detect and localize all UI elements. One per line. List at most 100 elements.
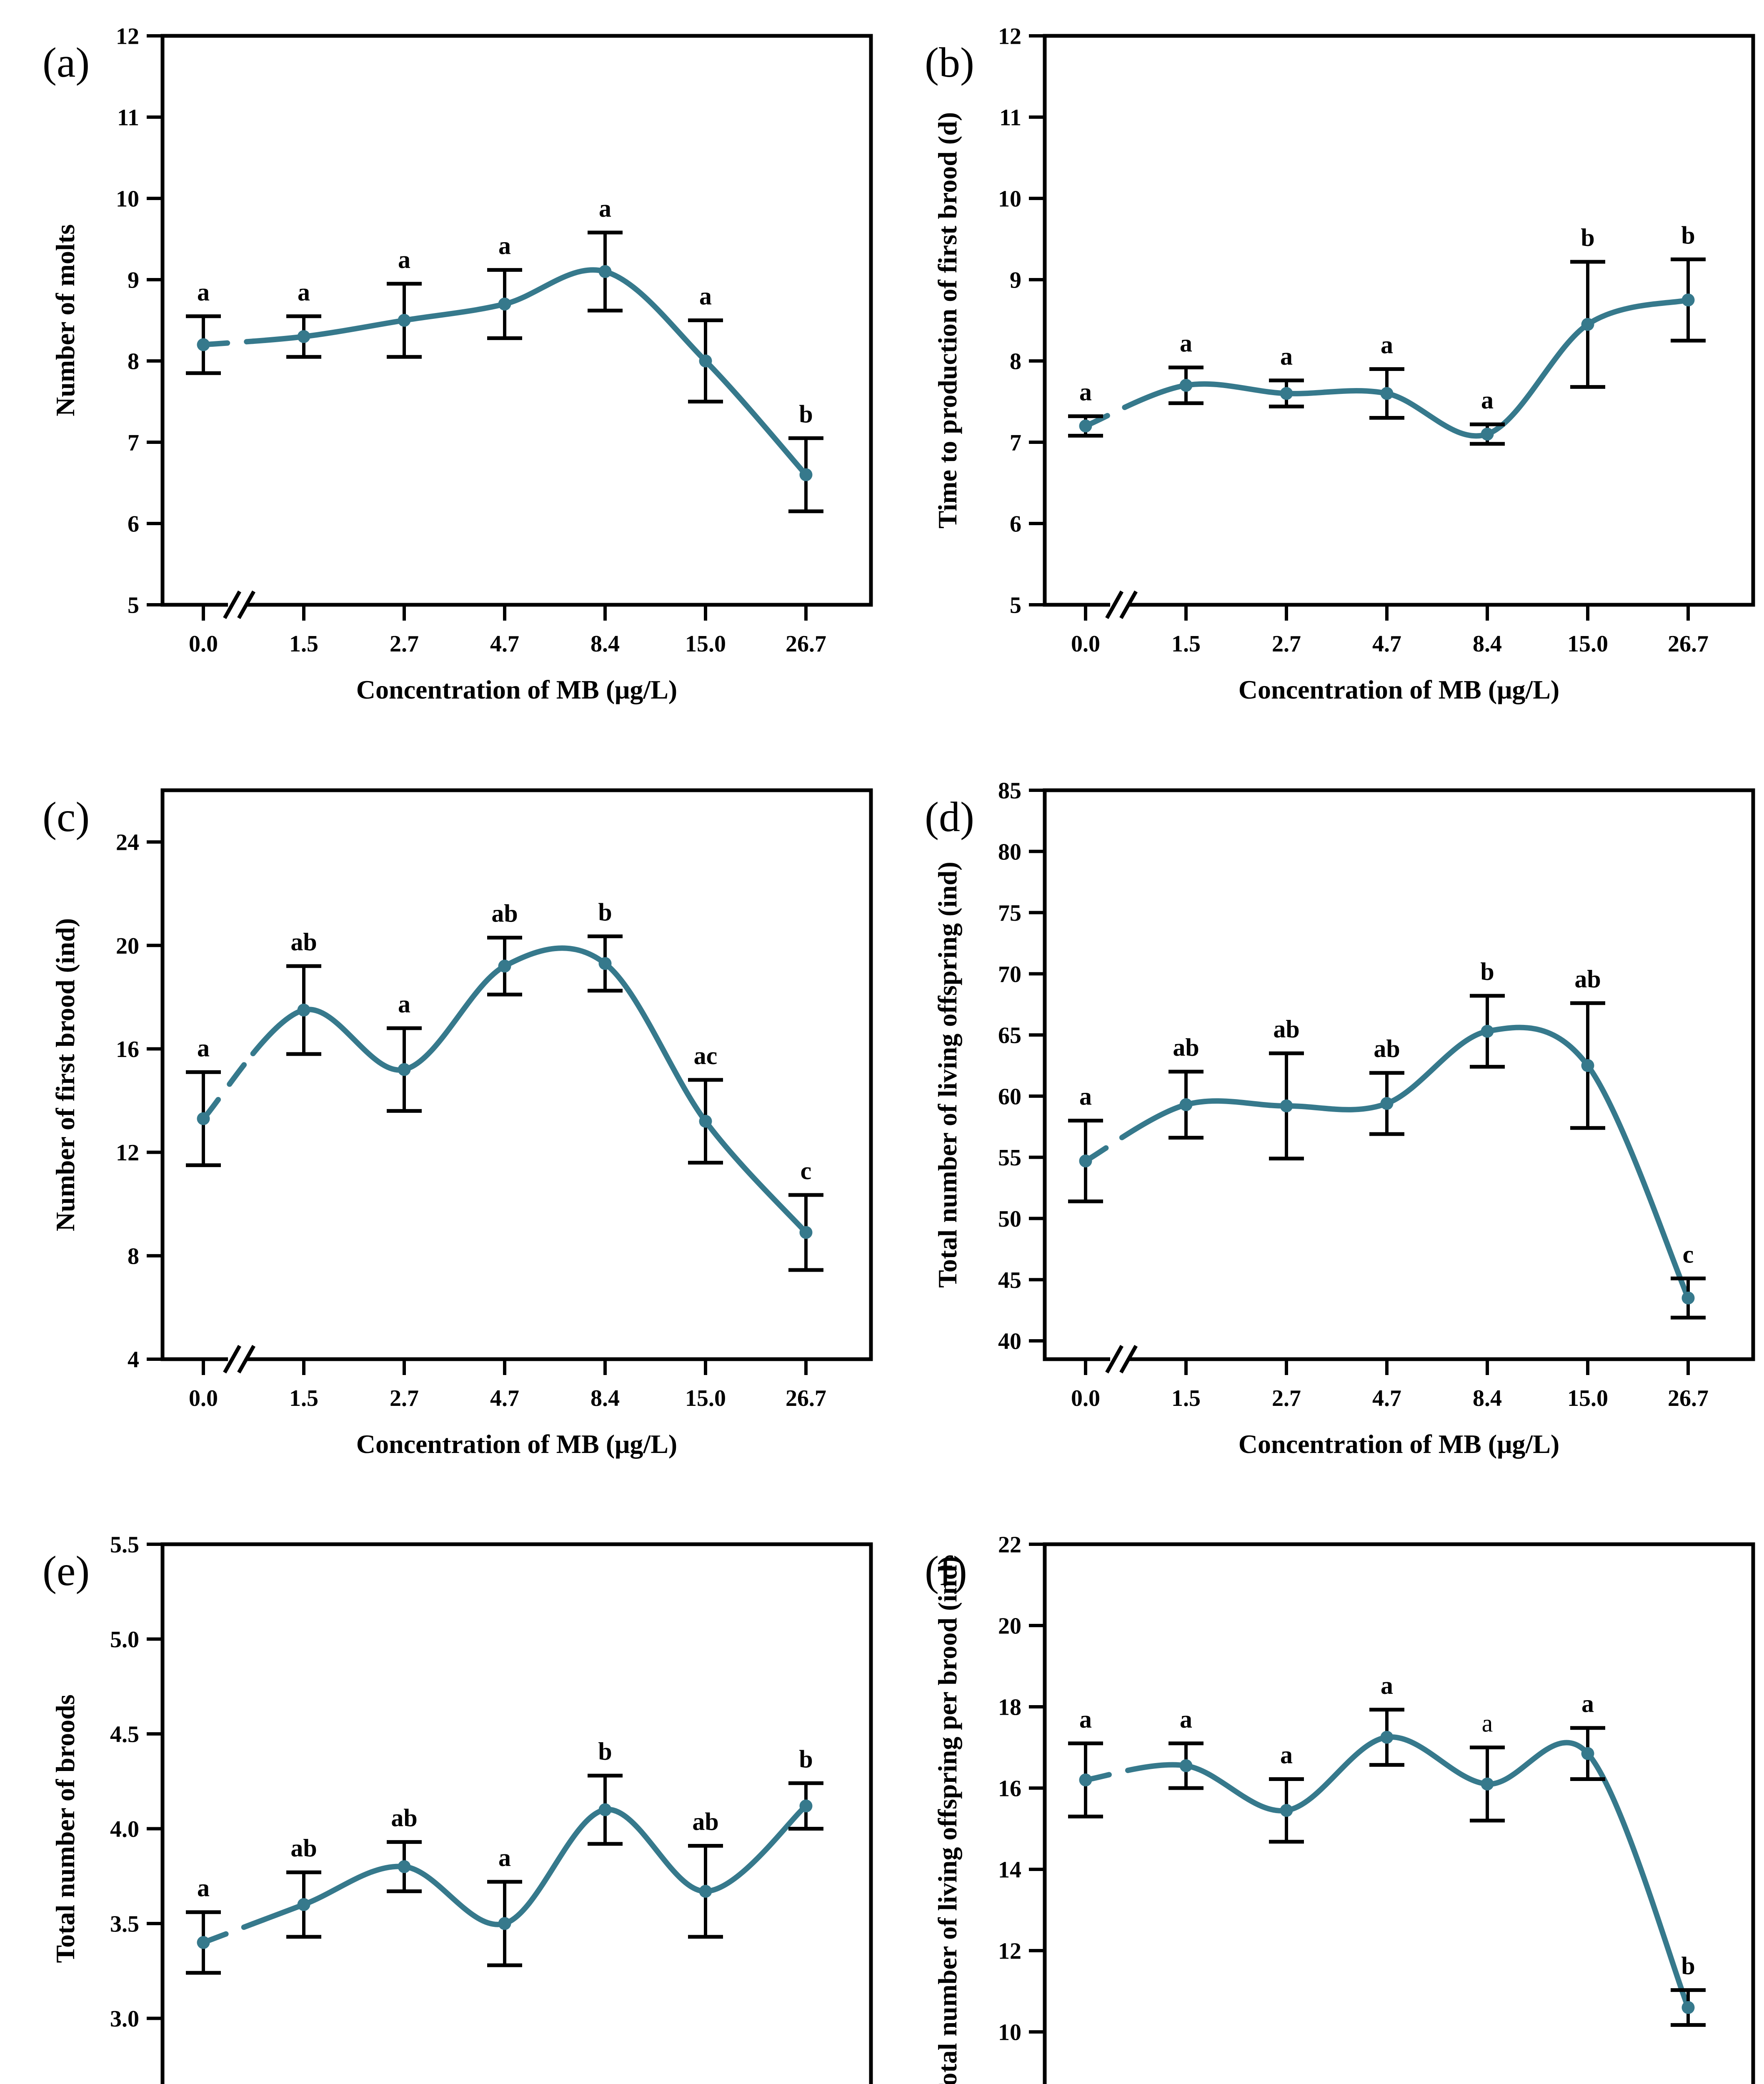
sig-letter: a (1180, 330, 1192, 357)
axis-break-icon (223, 590, 241, 619)
x-tick-label: 26.7 (1668, 631, 1709, 657)
panel-a-chart: (a) 5 6 7 8 9 10 11 12 0.0 1.5 2.7 4.7 8.4 15.0 26.7 a a a… (43, 24, 873, 704)
y-tick-label: 40 (998, 1329, 1021, 1355)
sig-letter: a (1280, 343, 1293, 370)
sig-letter: ac (694, 1042, 718, 1070)
plot-frame (160, 788, 873, 1361)
trend-curve (1132, 1024, 1691, 1301)
sig-letter: a (398, 990, 410, 1018)
x-tick-label: 1.5 (289, 631, 318, 657)
sig-letter: a (398, 246, 410, 273)
x-tick-label: 0.0 (189, 1385, 218, 1411)
plot-frame (1043, 1542, 1755, 2084)
data-point (1280, 1099, 1293, 1112)
sig-letter: a (498, 1844, 511, 1871)
data-point (1481, 428, 1494, 441)
x-tick-label: 26.7 (1668, 1385, 1709, 1411)
trend-curve (250, 945, 809, 1235)
data-point (598, 1803, 612, 1816)
data-point (398, 314, 411, 327)
y-tick-label: 45 (998, 1267, 1021, 1293)
y-tick-label: 75 (998, 900, 1021, 926)
y-axis-title: Total number of living offspring (ind) (933, 862, 962, 1287)
y-tick-label: 12 (998, 24, 1021, 50)
data-point (1280, 387, 1293, 400)
data-point (598, 265, 612, 278)
x-tick-label: 4.7 (1372, 631, 1401, 657)
y-tick-label: 5 (128, 593, 139, 619)
data-point (297, 1898, 310, 1911)
panel-f-chart: (f)8101214161820220.01.52.74.78.415.026.… (925, 1532, 1755, 2084)
data-point (1681, 293, 1695, 307)
y-tick-label: 11 (999, 105, 1021, 131)
y-tick-label: 65 (998, 1023, 1021, 1049)
sig-letter: b (799, 1745, 813, 1773)
sig-letter: ab (692, 1808, 718, 1835)
x-tick-label: 1.5 (1171, 1385, 1201, 1411)
y-axis-title: Total number of broods (50, 1694, 80, 1963)
sig-letter: ab (1574, 965, 1601, 993)
x-tick-label: 2.7 (390, 1385, 419, 1411)
data-point (1581, 1747, 1594, 1760)
x-tick-label: 15.0 (1567, 631, 1608, 657)
data-point (799, 1226, 813, 1239)
sig-letter: ab (491, 900, 518, 927)
x-tick-label: 15.0 (1567, 1385, 1608, 1411)
y-tick-label: 8 (128, 349, 139, 375)
sig-letter: c (1683, 1240, 1694, 1268)
data-point (1380, 1731, 1394, 1744)
panel-tag: (d) (925, 794, 974, 841)
x-tick-label: 8.4 (591, 631, 620, 657)
data-point (799, 468, 813, 481)
axis-break-icon (237, 590, 255, 619)
y-tick-label: 5.5 (110, 1532, 139, 1558)
sig-letter: a (1381, 1672, 1393, 1699)
data-point (1079, 1773, 1092, 1786)
sig-letter: a (1481, 386, 1494, 414)
y-tick-label: 5.0 (110, 1627, 139, 1653)
x-tick-label: 26.7 (786, 1385, 826, 1411)
panel-c: (c) 4 8 12 16 20 24 0.0 1.5 2.7 4.7 8.4 15.0 26.7 a ab a… (17, 761, 898, 1515)
y-tick-label: 55 (998, 1145, 1021, 1171)
y-tick-label: 80 (998, 839, 1021, 865)
sig-letter: b (598, 899, 612, 926)
trend-curve (250, 267, 809, 478)
sig-letter: a (197, 1874, 210, 1902)
sig-letter: a (298, 278, 310, 306)
data-point (1079, 1154, 1092, 1167)
y-tick-label: 8 (128, 1243, 139, 1269)
x-axis-title: Concentration of MB (μg/L) (1239, 675, 1559, 704)
data-point (1380, 1097, 1394, 1110)
axis-break-icon (223, 1345, 241, 1374)
axis-break-icon (1119, 590, 1138, 619)
data-point (799, 1799, 813, 1813)
panel-d-chart: (d) 40 45 50 55 60 65 70 75 80 85 0.0 1.5 2.7 4.7 8.4 15… (925, 778, 1755, 1459)
x-tick-label: 4.7 (490, 631, 519, 657)
data-point (699, 354, 712, 368)
y-tick-label: 85 (998, 778, 1021, 804)
sig-letter: a (1079, 378, 1092, 406)
y-tick-label: 24 (116, 830, 139, 856)
sig-letter: a (1079, 1083, 1092, 1110)
data-point (197, 1936, 210, 1949)
panel-tag: (a) (43, 39, 90, 86)
sig-letter: a (1381, 331, 1393, 359)
y-tick-label: 16 (998, 1776, 1021, 1802)
data-point (297, 330, 310, 343)
y-tick-label: 3.0 (110, 2006, 139, 2032)
sig-letter: b (1480, 958, 1494, 985)
data-point (197, 1112, 210, 1125)
axis-break-icon (1105, 590, 1123, 619)
sig-letter: a (1180, 1706, 1192, 1733)
trend-curve-dashed (200, 1921, 256, 1945)
y-tick-label: 50 (998, 1206, 1021, 1232)
y-tick-label: 16 (116, 1037, 139, 1062)
sig-letter: a (599, 195, 611, 222)
y-axis-title: Number of molts (50, 224, 80, 416)
y-tick-label: 7 (1010, 430, 1021, 456)
data-point (398, 1860, 411, 1873)
x-tick-label: 0.0 (189, 631, 218, 657)
y-axis-title: Number of first brood (ind) (50, 918, 80, 1231)
y-tick-label: 11 (117, 105, 139, 131)
sig-letter: a (1581, 1690, 1594, 1718)
